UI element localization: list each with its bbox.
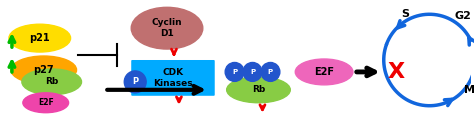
Ellipse shape bbox=[131, 7, 203, 49]
Text: X: X bbox=[387, 62, 404, 82]
Text: Rb: Rb bbox=[252, 85, 265, 94]
Text: E2F: E2F bbox=[314, 67, 334, 77]
Text: G2: G2 bbox=[455, 11, 472, 21]
Ellipse shape bbox=[261, 62, 280, 81]
Text: P: P bbox=[232, 69, 237, 75]
Ellipse shape bbox=[9, 24, 71, 52]
Ellipse shape bbox=[124, 71, 146, 93]
Ellipse shape bbox=[11, 56, 76, 84]
Text: CDK
Kinases: CDK Kinases bbox=[153, 68, 193, 88]
Text: M: M bbox=[464, 85, 474, 95]
Text: P: P bbox=[250, 69, 255, 75]
Text: P: P bbox=[132, 77, 138, 86]
Ellipse shape bbox=[295, 59, 353, 85]
Text: P: P bbox=[268, 69, 273, 75]
Text: Cyclin
D1: Cyclin D1 bbox=[152, 18, 182, 38]
Text: Rb: Rb bbox=[45, 77, 58, 86]
Text: p21: p21 bbox=[29, 33, 50, 43]
Ellipse shape bbox=[243, 62, 262, 81]
Ellipse shape bbox=[225, 62, 244, 81]
Text: S: S bbox=[401, 9, 410, 19]
Ellipse shape bbox=[22, 69, 82, 95]
Ellipse shape bbox=[227, 77, 290, 103]
FancyBboxPatch shape bbox=[131, 60, 215, 96]
Ellipse shape bbox=[23, 93, 69, 113]
Text: p27: p27 bbox=[34, 65, 54, 75]
Text: E2F: E2F bbox=[38, 98, 54, 107]
